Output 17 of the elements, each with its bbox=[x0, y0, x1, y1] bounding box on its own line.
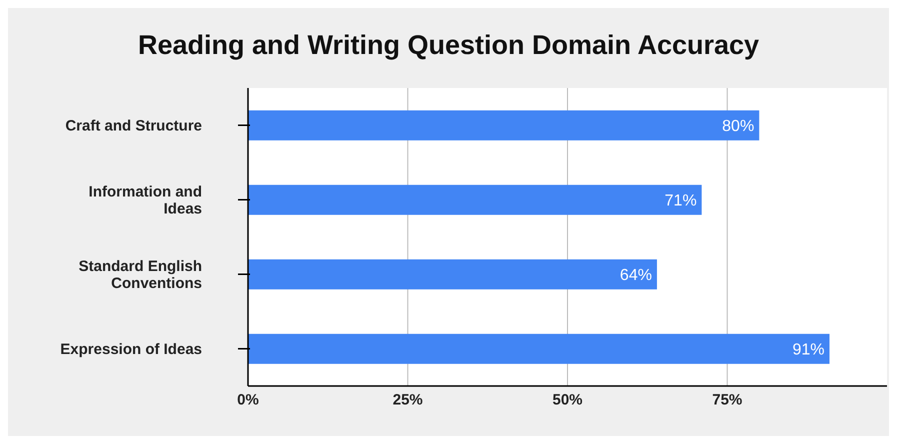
bar bbox=[248, 184, 702, 215]
data-label: 71% bbox=[664, 192, 697, 210]
bar bbox=[248, 259, 657, 290]
y-tick-label: Standard English Conventions bbox=[78, 257, 202, 292]
chart-title: Reading and Writing Question Domain Accuracy bbox=[136, 30, 760, 61]
y-tick-label: Expression of Ideas bbox=[60, 340, 202, 358]
y-tick-label: Information and Ideas bbox=[88, 182, 202, 217]
x-tick-label: 75% bbox=[712, 392, 742, 409]
x-tick-label: 0% bbox=[237, 392, 259, 409]
y-tick-label: Craft and Structure bbox=[65, 116, 202, 134]
data-label: 91% bbox=[792, 342, 824, 359]
bar bbox=[248, 334, 830, 364]
data-label: 80% bbox=[722, 118, 754, 136]
x-tick-label: 50% bbox=[552, 392, 583, 409]
bar bbox=[248, 110, 760, 140]
data-label: 64% bbox=[620, 267, 652, 284]
x-tick-label: 25% bbox=[392, 392, 423, 409]
